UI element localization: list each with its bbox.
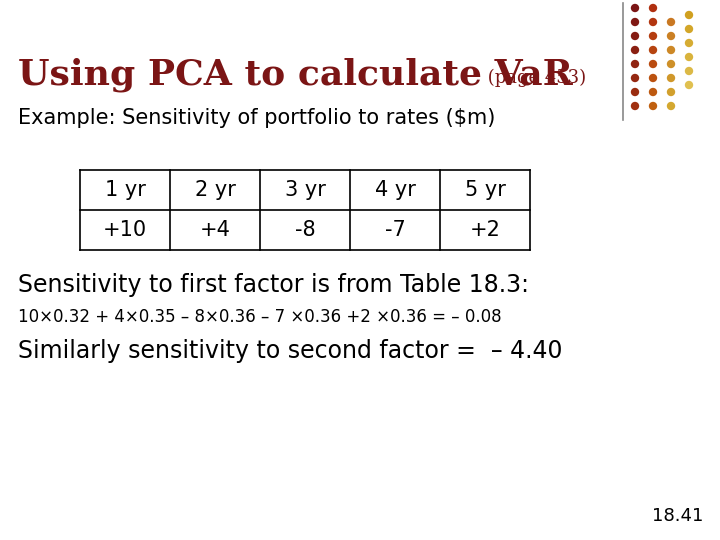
Text: (page 453): (page 453): [482, 69, 586, 87]
Circle shape: [631, 89, 639, 96]
Circle shape: [667, 18, 675, 25]
Circle shape: [631, 60, 639, 68]
Circle shape: [667, 103, 675, 110]
Circle shape: [649, 32, 657, 39]
Text: 10×0.32 + 4×0.35 – 8×0.36 – 7 ×0.36 +2 ×0.36 = – 0.08: 10×0.32 + 4×0.35 – 8×0.36 – 7 ×0.36 +2 ×…: [18, 308, 502, 326]
Circle shape: [667, 89, 675, 96]
Circle shape: [631, 4, 639, 11]
Text: 5 yr: 5 yr: [464, 180, 505, 200]
Circle shape: [667, 60, 675, 68]
Circle shape: [649, 46, 657, 53]
Circle shape: [685, 53, 693, 60]
Circle shape: [685, 82, 693, 89]
Text: Sensitivity to first factor is from Table 18.3:: Sensitivity to first factor is from Tabl…: [18, 273, 529, 297]
Text: 4 yr: 4 yr: [374, 180, 415, 200]
Text: 18.41: 18.41: [652, 507, 703, 525]
Text: -7: -7: [384, 220, 405, 240]
Text: Example: Sensitivity of portfolio to rates ($m): Example: Sensitivity of portfolio to rat…: [18, 108, 495, 128]
Circle shape: [649, 103, 657, 110]
Circle shape: [631, 18, 639, 25]
Circle shape: [649, 89, 657, 96]
Circle shape: [667, 32, 675, 39]
Text: 3 yr: 3 yr: [284, 180, 325, 200]
Circle shape: [667, 46, 675, 53]
Text: Using PCA to calculate VaR: Using PCA to calculate VaR: [18, 58, 572, 92]
Text: +10: +10: [103, 220, 147, 240]
Circle shape: [631, 46, 639, 53]
Circle shape: [649, 60, 657, 68]
Text: Similarly sensitivity to second factor =  – 4.40: Similarly sensitivity to second factor =…: [18, 339, 562, 363]
Circle shape: [649, 18, 657, 25]
Circle shape: [685, 68, 693, 75]
Circle shape: [631, 32, 639, 39]
Circle shape: [685, 39, 693, 46]
Circle shape: [667, 75, 675, 82]
Circle shape: [649, 4, 657, 11]
Circle shape: [631, 75, 639, 82]
Circle shape: [631, 103, 639, 110]
Text: +4: +4: [199, 220, 230, 240]
Circle shape: [649, 75, 657, 82]
Text: 2 yr: 2 yr: [194, 180, 235, 200]
Circle shape: [685, 11, 693, 18]
Text: -8: -8: [294, 220, 315, 240]
Circle shape: [685, 25, 693, 32]
Text: +2: +2: [469, 220, 500, 240]
Text: 1 yr: 1 yr: [104, 180, 145, 200]
